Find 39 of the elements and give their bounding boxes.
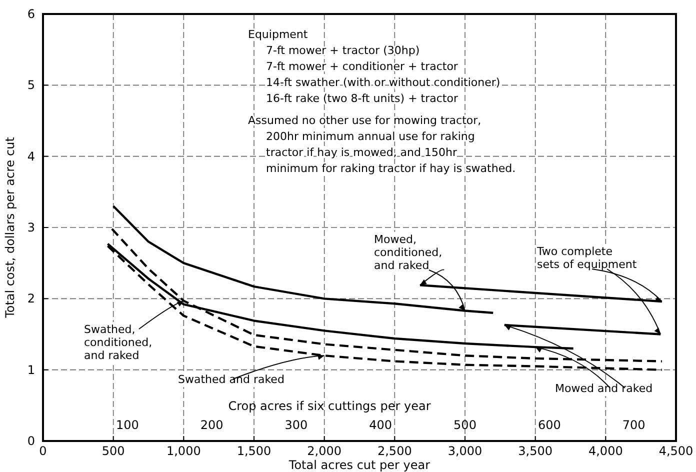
line-series	[112, 205, 494, 314]
annotation: minimum for raking tractor if hay is swathed.	[266, 162, 516, 175]
y-tick-label: 6	[27, 7, 35, 21]
annotation: Two complete sets of equipment	[536, 245, 638, 271]
x2-tick-label: 400	[369, 418, 392, 432]
y-tick-label: 3	[27, 220, 35, 234]
x2-tick-label: 300	[284, 418, 308, 432]
x-tick-label: 2,500	[377, 444, 412, 458]
x-tick-label: 500	[102, 444, 125, 458]
x-tick-label: 3,000	[448, 444, 482, 458]
annotation: Swathed, conditioned, and raked	[84, 323, 152, 362]
x2-tick-label: 500	[454, 418, 476, 432]
annotation: Mowed and raked	[555, 382, 653, 395]
y-axis-title: Total cost, dollars per acre cut	[3, 136, 17, 319]
x2-axis-title: Crop acres if six cuttings per year	[228, 399, 431, 413]
annotation: Mowed, conditioned, and raked	[374, 233, 442, 272]
y-tick-label: 5	[27, 78, 35, 92]
y-tick-label: 4	[27, 149, 35, 164]
x2-tick-label: 100	[116, 418, 139, 432]
x-tick-label: 0	[39, 444, 47, 458]
x2-tick-label: 600	[538, 418, 561, 432]
y-tick-label: 2	[27, 292, 35, 306]
annotation: Swathed and raked	[178, 373, 284, 386]
x-tick-label: 4,000	[588, 444, 623, 458]
x-tick-label: 1,000	[166, 444, 201, 458]
x-tick-label: 2,000	[307, 444, 342, 458]
annotation: 7-ft mower + conditioner + tractor	[266, 60, 458, 73]
x2-tick-label: 700	[622, 418, 646, 432]
annotation: 7-ft mower + tractor (30hp)	[266, 44, 420, 57]
x-tick-label: 1,500	[236, 444, 272, 458]
x-tick-label: 4,500	[658, 444, 694, 458]
x2-tick-label: 200	[200, 418, 224, 432]
annotation: Equipment	[248, 28, 308, 41]
y-tick-label: 1	[27, 362, 35, 377]
x-axis-title: Total acres cut per year	[288, 458, 430, 472]
annotation: 200hr minimum annual use for raking	[266, 130, 475, 143]
x-tick-label: 3,500	[518, 444, 553, 458]
y-tick-label: 0	[27, 434, 35, 448]
annotation: Assumed no other use for mowing tractor,	[248, 114, 482, 127]
